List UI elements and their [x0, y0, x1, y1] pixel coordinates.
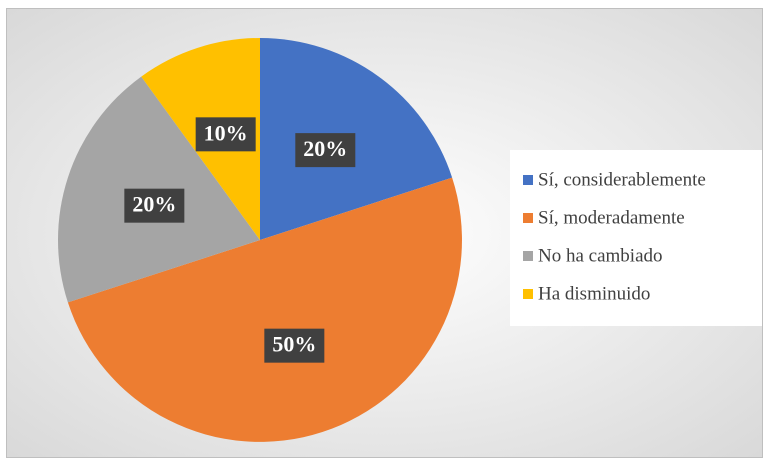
- legend-swatch: [523, 175, 533, 185]
- data-label: 50%: [272, 332, 316, 357]
- data-label: 10%: [204, 120, 248, 145]
- data-label-box: [295, 133, 356, 168]
- data-label-box: [195, 117, 256, 152]
- legend-swatch: [523, 289, 533, 299]
- pie-slice: [260, 38, 453, 240]
- data-label: 20%: [132, 192, 176, 217]
- legend-box: [510, 150, 762, 326]
- legend-swatch: [523, 251, 533, 261]
- legend-label: Sí, moderadamente: [538, 207, 685, 228]
- data-label-box: [124, 188, 185, 223]
- pie-slice: [67, 177, 462, 442]
- legend-swatch: [523, 213, 533, 223]
- legend-label: Ha disminuido: [538, 283, 650, 304]
- legend-label: No ha cambiado: [538, 245, 663, 266]
- data-label: 20%: [303, 136, 347, 161]
- data-label-box: [264, 328, 325, 363]
- legend-label: Sí, considerablemente: [538, 169, 706, 190]
